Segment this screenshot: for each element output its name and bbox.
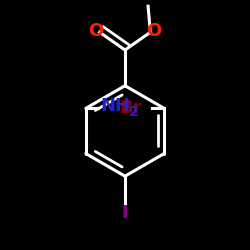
Text: NH: NH (100, 97, 130, 115)
Text: I: I (122, 204, 128, 222)
Text: O: O (88, 22, 104, 40)
Text: O: O (146, 22, 162, 40)
Text: Br: Br (120, 99, 142, 117)
Text: 2: 2 (128, 105, 138, 119)
